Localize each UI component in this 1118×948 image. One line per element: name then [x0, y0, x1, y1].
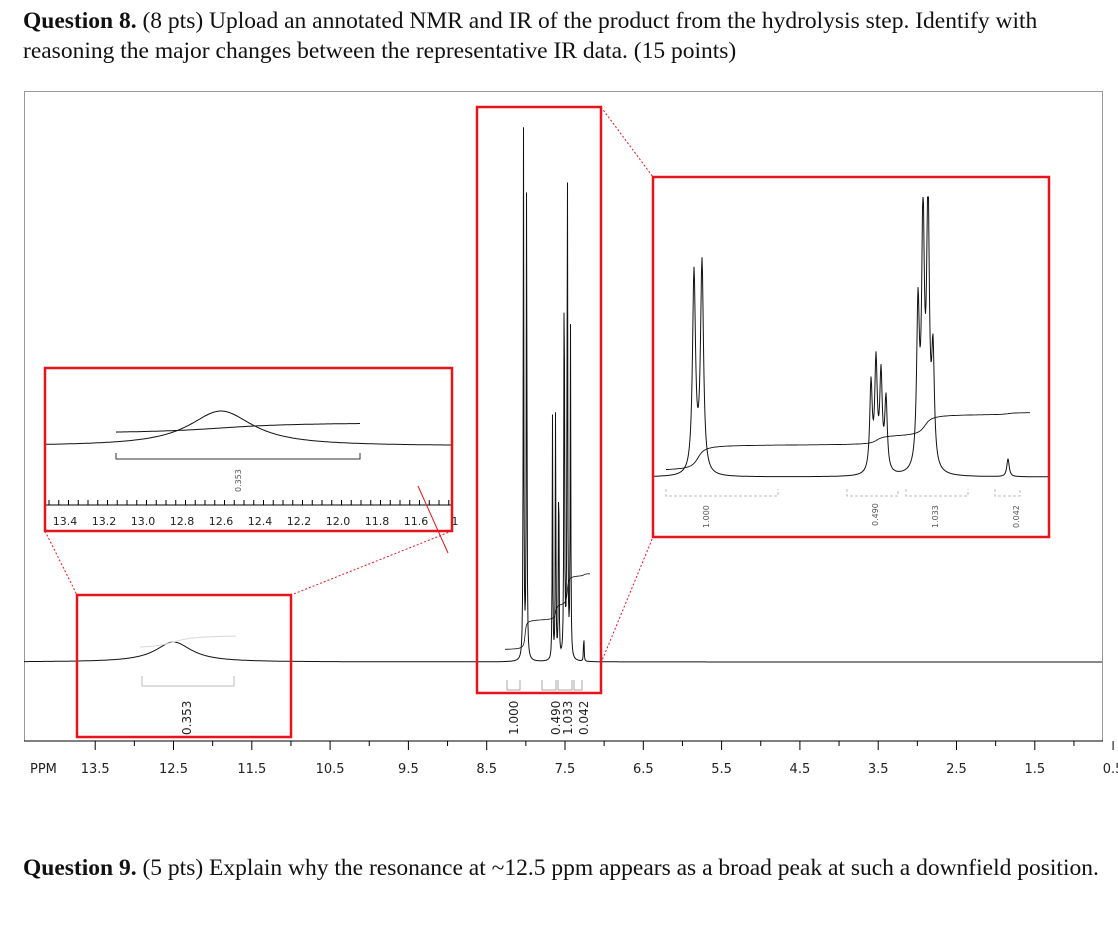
inset-right-frame — [651, 175, 1051, 539]
highlight-box-aromatic — [475, 105, 603, 695]
integral-label-2: 1.033 — [561, 701, 575, 735]
integral-curve-aromatic — [505, 573, 590, 650]
inset-right-bracket-1 — [665, 489, 779, 497]
inset-left-spectrum — [44, 410, 452, 446]
integral-label-4: 0.042 — [577, 701, 591, 735]
inset-left-tick-label: 13.2 — [92, 515, 117, 528]
inset-right-integral-label-2: 0.490 — [871, 503, 880, 526]
inset-left-tick-label: 12.4 — [248, 515, 273, 528]
question-8: Question 8. (8 pts) Upload an annotated … — [23, 6, 1103, 66]
inset-right-spectrum — [653, 196, 1049, 478]
inset-left-tick-label: 13.4 — [53, 515, 78, 528]
spectrum-frame — [24, 91, 1103, 741]
x-tick-label: 11.5 — [237, 762, 266, 777]
question-8-text: (8 pts) Upload an annotated NMR and IR o… — [23, 8, 1038, 64]
x-tick-label: 2.5 — [946, 762, 967, 777]
inset-right-integral — [666, 412, 1030, 470]
x-axis-ticks: 13.5 12.5 11.5 10.5 9.5 8.5 7.5 6.5 5.5 4.5 3.5 2.5… — [81, 741, 1118, 777]
x-tick-label: 1.5 — [1024, 762, 1045, 777]
connector-right-2 — [600, 536, 654, 664]
inset-right-bracket-4 — [994, 489, 1021, 497]
question-9-number: Question 9. — [23, 855, 137, 881]
x-tick-label: 9.5 — [398, 762, 419, 777]
spectrum-line — [24, 127, 1102, 663]
integral-bracket-1 — [506, 680, 521, 691]
inset-right-integral-label-3: 1.033 — [931, 505, 940, 528]
inset-left-frame — [43, 366, 454, 533]
x-axis-label: PPM — [30, 762, 57, 777]
inset-left-tick-label: 11.6 — [404, 515, 429, 528]
inset-right-integral-label-4: 0.042 — [1012, 505, 1021, 528]
connector-left-2 — [290, 530, 453, 596]
inset-left-integral-label: 0.353 — [234, 469, 243, 492]
integral-label-3: 0.490 — [549, 701, 563, 735]
integral-bracket-2 — [541, 680, 557, 691]
x-tick-label: 12.5 — [159, 762, 188, 777]
x-tick-label: 0.5 — [1103, 762, 1118, 777]
inset-broad-peak: 0.353 13.4 13.2 13.0 12.8 12.6 12.4 12.2 12.0 11… — [43, 366, 459, 554]
x-tick-label: 13.5 — [81, 762, 110, 777]
x-tick-label: 5.5 — [711, 762, 732, 777]
inset-left-tick-label: 12.6 — [209, 515, 234, 528]
inset-left-bracket — [115, 453, 361, 460]
inset-left-tick-label: 12.2 — [287, 515, 312, 528]
integral-bracket-broad — [141, 676, 235, 687]
integral-bracket-4 — [573, 680, 583, 691]
inset-left-tick-label: 11.8 — [365, 515, 390, 528]
question-8-number: Question 8. — [23, 8, 137, 34]
connector-left-1 — [44, 530, 78, 596]
highlight-box-broad-peak — [75, 593, 293, 739]
inset-left-tick-label: 1 — [452, 515, 459, 528]
x-tick-label: 6.5 — [633, 762, 654, 777]
inset-left-tick-label: 12.0 — [326, 515, 351, 528]
inset-right-bracket-2 — [846, 489, 899, 497]
x-tick-label: 7.5 — [555, 762, 576, 777]
inset-left-tick-label: 13.0 — [131, 515, 156, 528]
inset-left-cut-mark — [417, 485, 449, 554]
x-tick-label: 3.5 — [868, 762, 889, 777]
question-9: Question 9. (5 pts) Explain why the reso… — [23, 853, 1103, 883]
connector-right-1 — [600, 106, 654, 178]
x-tick-label: 4.5 — [790, 762, 811, 777]
integral-curve-broad — [139, 635, 236, 648]
integral-bracket-3 — [557, 680, 573, 691]
inset-aromatic: 1.000 0.490 1.033 0.042 — [651, 175, 1051, 539]
x-tick-label: 10.5 — [316, 762, 345, 777]
x-tick-label: 8.5 — [476, 762, 497, 777]
question-9-text: (5 pts) Explain why the resonance at ~12… — [136, 855, 1099, 881]
inset-left-integral — [115, 423, 360, 433]
integral-label-broad: 0.353 — [180, 701, 194, 735]
inset-left-ticks: 13.4 13.2 13.0 12.8 12.6 12.4 12.2 12.0 11.8 11.6… — [48, 500, 459, 528]
inset-left-tick-label: 12.8 — [170, 515, 195, 528]
inset-right-integral-label-1: 1.000 — [702, 505, 711, 528]
integral-label-1: 1.000 — [507, 701, 521, 735]
inset-right-bracket-3 — [905, 489, 969, 497]
